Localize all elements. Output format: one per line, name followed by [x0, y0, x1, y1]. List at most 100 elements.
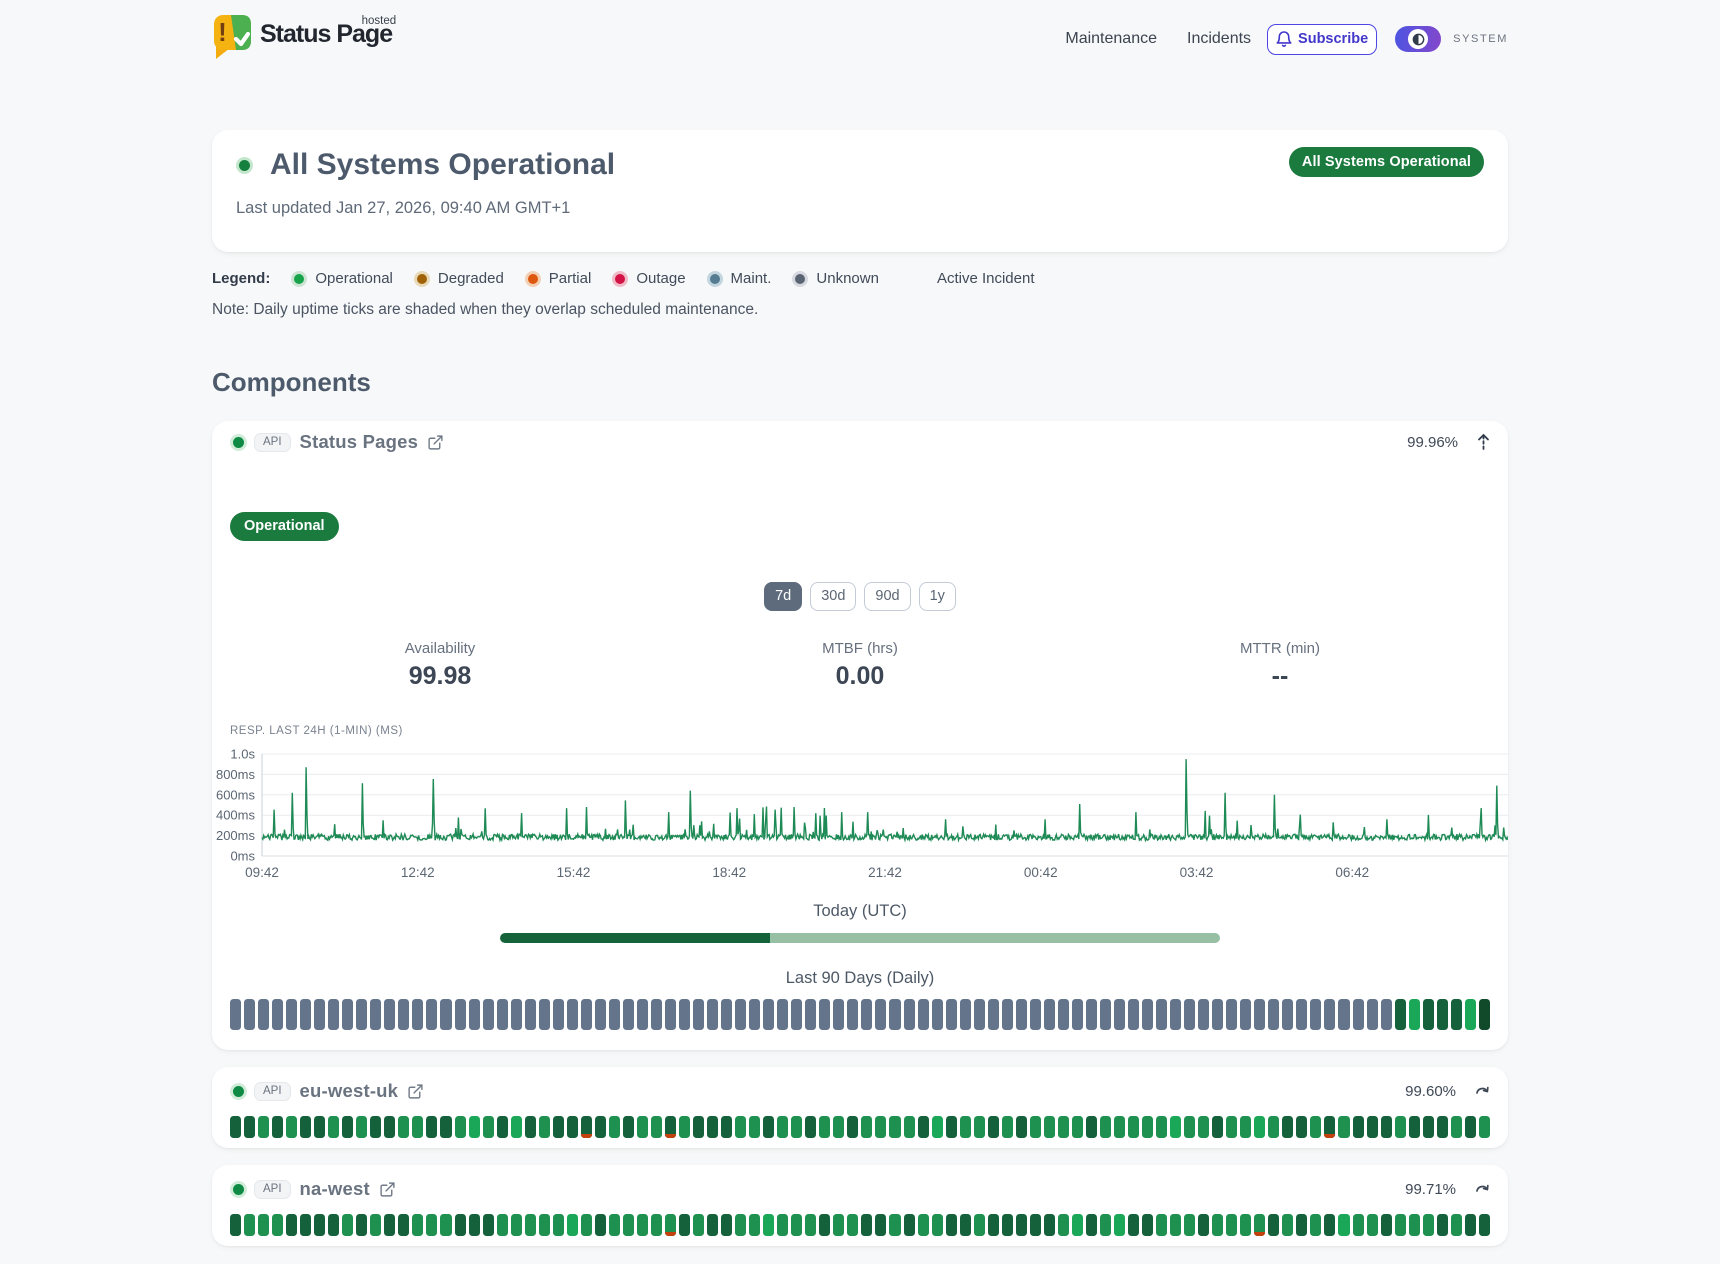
uptime-tick[interactable]	[286, 999, 298, 1030]
uptime-tick[interactable]	[412, 999, 424, 1030]
uptime-tick[interactable]	[1113, 1214, 1125, 1236]
uptime-tick[interactable]	[1436, 999, 1448, 1030]
uptime-tick[interactable]	[1099, 999, 1111, 1030]
uptime-tick[interactable]	[1408, 999, 1420, 1030]
uptime-tick[interactable]	[538, 1116, 550, 1138]
uptime-tick[interactable]	[356, 999, 368, 1030]
uptime-tick[interactable]	[945, 1116, 957, 1138]
uptime-tick[interactable]	[454, 1214, 466, 1236]
uptime-tick[interactable]	[973, 999, 985, 1030]
uptime-tick[interactable]	[805, 1214, 817, 1236]
uptime-tick[interactable]	[1226, 999, 1238, 1030]
uptime-tick[interactable]	[819, 999, 831, 1030]
uptime-tick[interactable]	[1436, 1116, 1448, 1138]
uptime-tick[interactable]	[1085, 999, 1097, 1030]
uptime-tick[interactable]	[1394, 999, 1406, 1030]
uptime-tick[interactable]	[1226, 1214, 1238, 1236]
uptime-tick[interactable]	[1394, 1214, 1406, 1236]
uptime-tick[interactable]	[945, 999, 957, 1030]
uptime-tick[interactable]	[524, 999, 536, 1030]
uptime-tick[interactable]	[707, 1214, 719, 1236]
range-button-30d[interactable]: 30d	[810, 582, 857, 611]
uptime-tick[interactable]	[328, 1116, 340, 1138]
uptime-tick[interactable]	[1057, 1116, 1069, 1138]
uptime-tick[interactable]	[1113, 999, 1125, 1030]
uptime-tick[interactable]	[510, 1214, 522, 1236]
uptime-tick[interactable]	[594, 999, 606, 1030]
uptime-tick[interactable]	[356, 1116, 368, 1138]
nav-incidents[interactable]: Incidents	[1187, 30, 1252, 47]
uptime-tick[interactable]	[931, 1116, 943, 1138]
uptime-tick[interactable]	[917, 1214, 929, 1236]
uptime-tick[interactable]	[959, 1214, 971, 1236]
uptime-tick[interactable]	[1394, 1116, 1406, 1138]
uptime-tick[interactable]	[1282, 1116, 1294, 1138]
uptime-tick[interactable]	[1422, 999, 1434, 1030]
uptime-tick[interactable]	[1015, 1214, 1027, 1236]
uptime-tick[interactable]	[1352, 1116, 1364, 1138]
uptime-tick[interactable]	[1366, 1116, 1378, 1138]
uptime-tick[interactable]	[272, 1116, 284, 1138]
uptime-tick[interactable]	[384, 999, 396, 1030]
uptime-tick[interactable]	[412, 1116, 424, 1138]
uptime-tick[interactable]	[777, 1116, 789, 1138]
uptime-tick[interactable]	[1043, 999, 1055, 1030]
uptime-tick[interactable]	[833, 1116, 845, 1138]
uptime-tick[interactable]	[510, 1116, 522, 1138]
uptime-tick[interactable]	[917, 999, 929, 1030]
uptime-tick[interactable]	[566, 1214, 578, 1236]
uptime-tick[interactable]	[959, 1116, 971, 1138]
uptime-tick[interactable]	[426, 999, 438, 1030]
uptime-tick[interactable]	[679, 1214, 691, 1236]
uptime-tick[interactable]	[1240, 1116, 1252, 1138]
uptime-tick[interactable]	[342, 1214, 354, 1236]
uptime-tick[interactable]	[875, 1214, 887, 1236]
uptime-tick[interactable]	[664, 999, 676, 1030]
uptime-tick[interactable]	[1071, 1214, 1083, 1236]
uptime-tick[interactable]	[1001, 1214, 1013, 1236]
uptime-tick[interactable]	[1198, 1116, 1210, 1138]
uptime-tick[interactable]	[1071, 999, 1083, 1030]
uptime-tick[interactable]	[693, 999, 705, 1030]
uptime-tick[interactable]	[342, 1116, 354, 1138]
uptime-tick[interactable]	[1422, 1116, 1434, 1138]
uptime-tick[interactable]	[622, 1214, 634, 1236]
uptime-tick[interactable]	[1282, 1214, 1294, 1236]
uptime-tick[interactable]	[244, 1116, 256, 1138]
uptime-tick[interactable]	[1001, 999, 1013, 1030]
range-button-7d[interactable]: 7d	[764, 582, 803, 611]
uptime-tick[interactable]	[791, 1116, 803, 1138]
uptime-tick[interactable]	[1184, 1214, 1196, 1236]
uptime-tick[interactable]	[468, 1116, 480, 1138]
uptime-tick[interactable]	[482, 999, 494, 1030]
uptime-tick[interactable]	[1198, 999, 1210, 1030]
uptime-tick[interactable]	[622, 999, 634, 1030]
uptime-tick[interactable]	[482, 1116, 494, 1138]
uptime-tick[interactable]	[735, 999, 747, 1030]
uptime-tick[interactable]	[300, 1116, 312, 1138]
uptime-tick[interactable]	[468, 999, 480, 1030]
uptime-tick[interactable]	[566, 999, 578, 1030]
uptime-tick[interactable]	[608, 1214, 620, 1236]
uptime-tick[interactable]	[384, 1214, 396, 1236]
uptime-tick[interactable]	[370, 999, 382, 1030]
uptime-tick[interactable]	[244, 1214, 256, 1236]
uptime-tick[interactable]	[426, 1214, 438, 1236]
uptime-tick[interactable]	[847, 999, 859, 1030]
uptime-tick[interactable]	[973, 1214, 985, 1236]
uptime-tick[interactable]	[328, 1214, 340, 1236]
uptime-tick[interactable]	[398, 999, 410, 1030]
uptime-tick[interactable]	[1099, 1214, 1111, 1236]
uptime-tick[interactable]	[1338, 999, 1350, 1030]
uptime-tick[interactable]	[1310, 1116, 1322, 1138]
brand-logo[interactable]: ! Status Page hosted	[212, 13, 396, 65]
uptime-tick[interactable]	[1450, 1116, 1462, 1138]
uptime-tick[interactable]	[440, 1214, 452, 1236]
uptime-tick[interactable]	[1366, 1214, 1378, 1236]
uptime-tick[interactable]	[440, 999, 452, 1030]
nav-maintenance[interactable]: Maintenance	[1065, 30, 1157, 47]
uptime-tick[interactable]	[1212, 999, 1224, 1030]
uptime-tick[interactable]	[426, 1116, 438, 1138]
uptime-tick[interactable]	[1408, 1214, 1420, 1236]
uptime-tick[interactable]	[1085, 1214, 1097, 1236]
